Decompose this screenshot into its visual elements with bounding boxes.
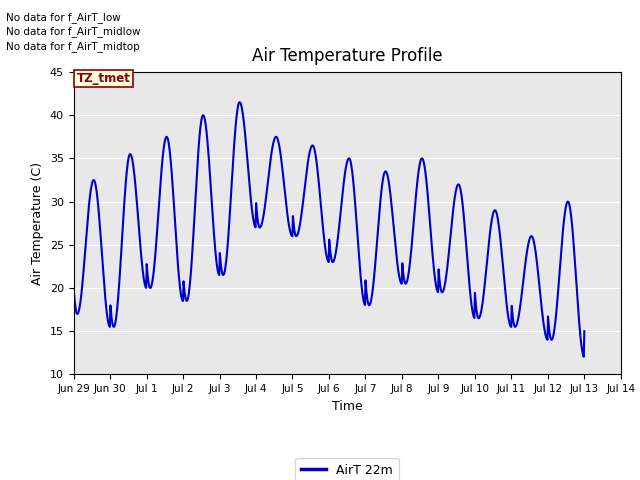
Legend: AirT 22m: AirT 22m — [295, 457, 399, 480]
Y-axis label: Air Temperature (C): Air Temperature (C) — [31, 162, 44, 285]
Text: No data for f_AirT_midlow: No data for f_AirT_midlow — [6, 26, 141, 37]
Title: Air Temperature Profile: Air Temperature Profile — [252, 47, 442, 65]
Text: TZ_tmet: TZ_tmet — [77, 72, 131, 85]
X-axis label: Time: Time — [332, 400, 363, 413]
Text: No data for f_AirT_midtop: No data for f_AirT_midtop — [6, 41, 140, 52]
Text: No data for f_AirT_low: No data for f_AirT_low — [6, 12, 121, 23]
